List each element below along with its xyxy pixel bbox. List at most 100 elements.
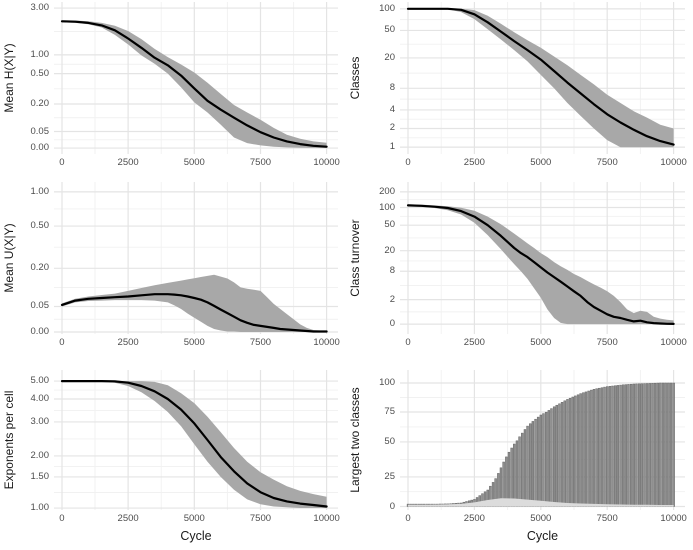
x-tick-label: 0: [405, 513, 411, 524]
y-axis-ticks: 100 75 50 25 0: [364, 370, 400, 512]
y-axis-title-text: Classes: [348, 56, 362, 100]
y-axis-title-text: Class turnover: [348, 219, 362, 297]
second-class-area: [408, 498, 674, 507]
x-tick-label: 10000: [313, 513, 340, 524]
mean-line-mean-hxy: [60, 20, 328, 148]
y-tick-label: 2: [389, 122, 395, 134]
y-tick-label: 5.00: [30, 375, 50, 387]
mean-line-mean-uxy: [60, 293, 328, 333]
y-tick-label: 0.50: [30, 67, 50, 79]
x-tick-label: 2500: [463, 337, 485, 348]
mean-line-class-turnover: [406, 204, 675, 325]
plot-svg-classes: [400, 2, 685, 154]
y-tick-label: 0.00: [30, 142, 50, 154]
y-axis-ticks: 200 100 50 20 8 2 0: [364, 182, 400, 334]
x-tick-label: 0: [59, 337, 65, 348]
y-axis-ticks: 1.00 0.50 0.20 0.05 0.00: [18, 182, 54, 337]
plot-svg-mean-hxy: [54, 2, 338, 154]
ribbon-exponents-per-cell: [62, 381, 327, 508]
x-tick-label: 2500: [117, 513, 139, 524]
y-axis-title-exponents: Exponents per cell: [0, 370, 18, 510]
panel-mean-hxy: Mean H(X|Y) 3.00 1.00 0.50 0.20 0.05 0.00 0 25…: [0, 0, 346, 172]
x-tick-label: 5000: [183, 513, 205, 524]
x-axis-title: Cycle: [526, 529, 559, 543]
panel-class-turnover: Class turnover 200 100 50 20 8 2 0 0 2500 5000 75…: [346, 176, 693, 350]
plot-area-mean-hxy: [54, 2, 338, 154]
x-tick-label: 0: [59, 157, 65, 168]
ribbon-class-turnover: [408, 204, 674, 325]
panel-largest-two-classes: Largest two classes 100 75 50 25 0 0 2500 5000…: [346, 354, 693, 550]
x-tick-label: 7500: [249, 337, 272, 348]
y-tick-label: 100: [379, 201, 395, 213]
y-tick-label: 1.00: [30, 185, 50, 197]
y-tick-label: 0.05: [30, 300, 50, 312]
y-axis-ticks: 5.00 4.00 3.00 2.00 1.50 1.00: [18, 370, 54, 513]
y-tick-label: 100: [379, 377, 395, 389]
ribbon-mean-hxy: [62, 20, 327, 148]
x-tick-label: 0: [405, 337, 411, 348]
y-axis-ticks: 100 50 20 8 4 2 1: [364, 2, 400, 154]
y-tick-label: 20: [384, 51, 395, 63]
x-tick-label: 5000: [530, 513, 552, 524]
x-axis-ticks: 0 2500 5000 7500 10000: [54, 154, 340, 170]
x-axis-ticks: 0 2500 5000 7500 10000: [400, 334, 686, 350]
plot-svg-mean-uxy: [54, 182, 338, 334]
plot-svg-largest-two-classes: [400, 370, 685, 510]
y-tick-label: 2: [389, 293, 395, 305]
mean-line-exponents-per-cell: [60, 380, 328, 508]
x-tick-label: 7500: [596, 157, 618, 168]
x-tick-label: 5000: [530, 157, 552, 168]
y-tick-label: 20: [384, 244, 395, 256]
y-tick-label: 3.00: [30, 2, 50, 14]
ribbon-classes: [408, 8, 674, 148]
x-tick-label: 10000: [660, 513, 687, 524]
y-tick-label: 8: [389, 265, 395, 277]
y-axis-title-text: Largest two classes: [348, 387, 362, 493]
y-axis-title-largest-two: Largest two classes: [346, 370, 364, 510]
y-axis-title-text: Mean U(X|Y): [2, 223, 16, 293]
x-tick-label: 2500: [117, 337, 139, 348]
x-tick-label: 2500: [463, 513, 485, 524]
x-tick-label: 5000: [530, 337, 552, 348]
ribbon-mean-uxy: [62, 274, 327, 332]
y-tick-label: 0.05: [30, 125, 50, 137]
plot-area-class-turnover: [400, 182, 685, 334]
x-tick-label: 10000: [660, 337, 687, 348]
plot-area-mean-uxy: [54, 182, 338, 334]
y-axis-title-classes: Classes: [346, 2, 364, 154]
y-tick-label: 0.20: [30, 262, 50, 274]
panel-classes: Classes 100 50 20 8 4 2 1 0 2500 5000 7500 10000: [346, 0, 693, 172]
x-tick-label: 7500: [596, 337, 618, 348]
x-tick-label: 2500: [117, 157, 139, 168]
plot-area-classes: [400, 2, 685, 154]
y-tick-label: 200: [379, 185, 395, 197]
y-axis-title-mean-hxy: Mean H(X|Y): [0, 2, 18, 154]
x-axis-ticks: 0 2500 5000 7500 10000: [400, 510, 686, 526]
plot-svg-class-turnover: [400, 182, 685, 334]
y-axis-ticks: 3.00 1.00 0.50 0.20 0.05 0.00: [18, 2, 54, 154]
x-axis-ticks: 0 2500 5000 7500 10000: [54, 510, 340, 526]
x-tick-label: 7500: [249, 157, 272, 168]
y-axis-title-class-turnover: Class turnover: [346, 182, 364, 334]
y-tick-label: 25: [384, 470, 395, 482]
x-tick-label: 7500: [249, 513, 272, 524]
plot-svg-exponents-per-cell: [54, 370, 338, 510]
y-tick-label: 75: [384, 406, 395, 417]
y-axis-title-text: Mean H(X|Y): [2, 43, 16, 113]
x-tick-label: 5000: [183, 337, 205, 348]
plot-area-exponents: [54, 370, 338, 510]
y-tick-label: 0: [389, 318, 395, 330]
y-tick-label: 50: [384, 24, 395, 36]
mean-line-classes: [406, 7, 675, 146]
x-tick-label: 10000: [313, 157, 340, 168]
x-tick-label: 2500: [463, 157, 485, 168]
y-tick-label: 0: [389, 500, 395, 512]
y-tick-label: 1: [389, 141, 395, 153]
y-tick-label: 0.00: [30, 326, 50, 338]
x-axis-ticks: 0 2500 5000 7500 10000: [54, 334, 340, 350]
x-tick-label: 5000: [183, 157, 205, 168]
y-tick-label: 4.00: [30, 392, 50, 404]
y-tick-label: 100: [379, 2, 395, 14]
y-tick-label: 1.50: [30, 470, 50, 482]
